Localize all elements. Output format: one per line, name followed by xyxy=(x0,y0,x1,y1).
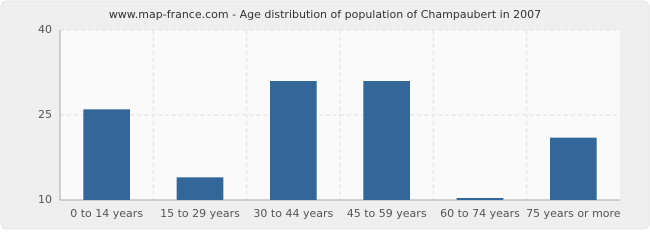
bar xyxy=(270,81,317,200)
chart-title: www.map-france.com - Age distribution of… xyxy=(109,8,541,21)
y-tick-label: 40 xyxy=(38,23,52,36)
x-tick-label: 45 to 59 years xyxy=(347,207,427,220)
chart: www.map-france.com - Age distribution of… xyxy=(0,0,650,230)
bar xyxy=(550,137,597,200)
x-tick-label: 30 to 44 years xyxy=(253,207,333,220)
bar xyxy=(176,177,224,200)
bar xyxy=(83,109,130,200)
x-tick-label: 60 to 74 years xyxy=(440,207,520,220)
bar xyxy=(363,81,410,200)
bar xyxy=(456,198,504,200)
x-tick-label: 0 to 14 years xyxy=(70,207,143,220)
y-tick-label: 10 xyxy=(38,193,52,206)
x-tick-label: 15 to 29 years xyxy=(160,207,240,220)
x-tick-label: 75 years or more xyxy=(526,207,621,220)
y-tick-label: 25 xyxy=(38,108,52,121)
